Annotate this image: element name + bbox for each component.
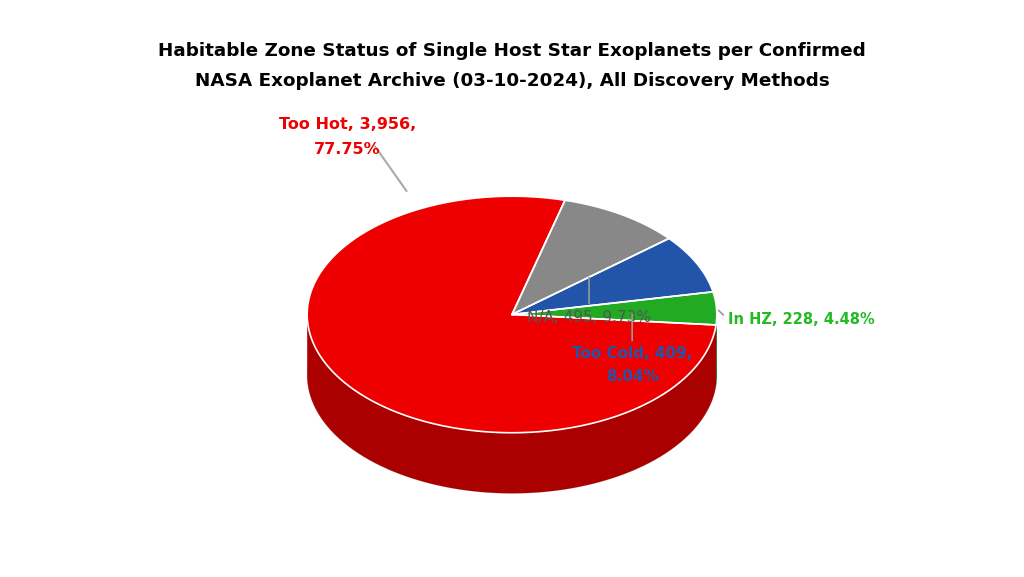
Text: Habitable Zone Status of Single Host Star Exoplanets per Confirmed: Habitable Zone Status of Single Host Sta… (158, 42, 866, 60)
Text: NASA Exoplanet Archive (03-10-2024), All Discovery Methods: NASA Exoplanet Archive (03-10-2024), All… (195, 72, 829, 90)
Polygon shape (307, 196, 716, 433)
Polygon shape (512, 292, 717, 325)
Text: Too Hot, 3,956,: Too Hot, 3,956, (279, 117, 416, 132)
Polygon shape (512, 200, 669, 314)
Polygon shape (512, 314, 716, 385)
Polygon shape (512, 314, 716, 385)
Text: 77.75%: 77.75% (314, 142, 381, 157)
Text: 8.04%: 8.04% (606, 369, 658, 384)
Polygon shape (512, 238, 713, 314)
Text: Too Cold, 409,: Too Cold, 409, (572, 346, 692, 361)
Text: In HZ, 228, 4.48%: In HZ, 228, 4.48% (728, 312, 874, 327)
Text: N/A, 495, 9.73%: N/A, 495, 9.73% (527, 309, 651, 324)
Polygon shape (307, 316, 716, 493)
